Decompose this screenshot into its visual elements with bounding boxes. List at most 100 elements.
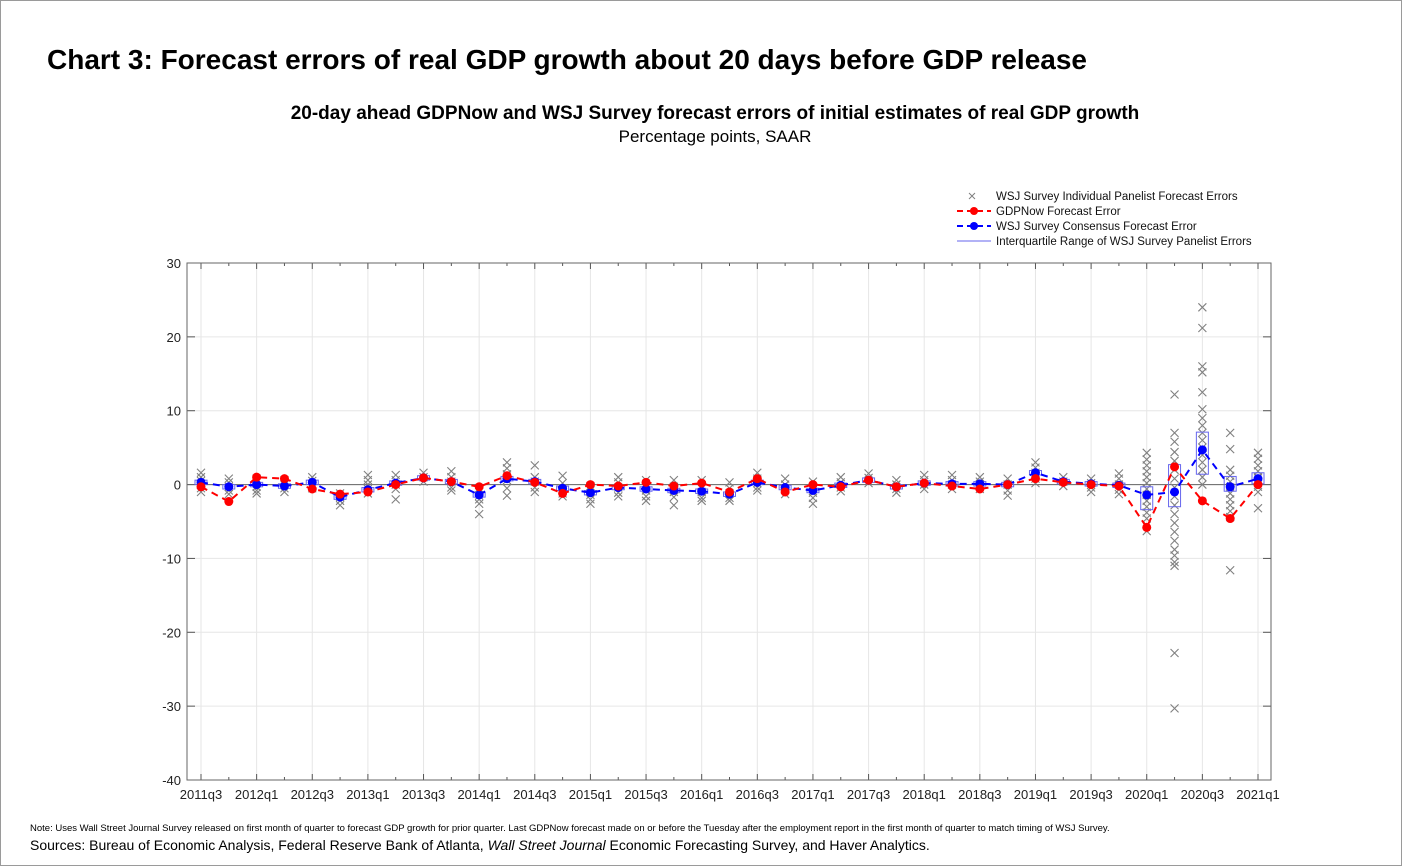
series-point xyxy=(613,481,623,491)
panelist-error-marker xyxy=(586,494,595,504)
series-point xyxy=(1197,496,1207,506)
series-point xyxy=(641,477,651,487)
panelist-error-marker xyxy=(669,492,679,502)
x-tick-label: 2011q3 xyxy=(180,787,222,802)
panelist-error-marker xyxy=(641,492,651,501)
series-point xyxy=(279,481,289,491)
y-tick-label: -10 xyxy=(162,551,181,566)
series-point xyxy=(1253,480,1263,490)
panelist-error-marker xyxy=(474,499,484,509)
panelist-error-marker xyxy=(1170,390,1179,399)
panelist-error-marker xyxy=(446,486,456,495)
x-tick-label: 2014q1 xyxy=(457,787,500,802)
series-point xyxy=(335,489,345,499)
panelist-error-marker xyxy=(530,460,540,470)
panelist-error-marker xyxy=(1197,367,1207,377)
series-point xyxy=(363,487,373,497)
series-point xyxy=(891,482,901,492)
panelist-error-marker xyxy=(1003,491,1013,501)
plot-area xyxy=(186,262,1272,781)
x-tick-label: 2019q1 xyxy=(1014,787,1057,802)
legend-label: GDPNow Forecast Error xyxy=(996,206,1121,218)
series-point xyxy=(808,480,818,490)
chart-subtitle: Percentage points, SAAR xyxy=(618,127,812,146)
series-point xyxy=(474,482,484,492)
panelist-error-marker xyxy=(1170,518,1179,528)
series-point xyxy=(1170,487,1180,497)
series-point xyxy=(585,480,595,490)
iqr-box xyxy=(1140,486,1154,511)
panelist-error-marker xyxy=(558,471,567,481)
series-point xyxy=(474,490,484,500)
x-tick-label: 2020q1 xyxy=(1125,787,1168,802)
legend-marker-panelist xyxy=(968,192,976,200)
panelist-error-marker xyxy=(363,475,373,485)
panelist-error-marker xyxy=(697,496,707,506)
panelist-error-marker xyxy=(641,496,651,506)
panelist-error-marker xyxy=(613,492,623,501)
x-tick-label: 2016q3 xyxy=(736,787,779,802)
panelist-error-marker xyxy=(196,468,206,478)
panelist-error-marker xyxy=(1253,487,1263,497)
series-point xyxy=(919,478,929,488)
page-title: Chart 3: Forecast errors of real GDP gro… xyxy=(47,44,1087,75)
y-tick-label: 20 xyxy=(167,330,181,345)
panelist-error-marker xyxy=(725,496,734,506)
panelist-error-marker xyxy=(1170,447,1179,457)
x-tick-label: 2013q1 xyxy=(346,787,389,802)
panelist-error-marker xyxy=(1197,428,1207,438)
series-point xyxy=(252,472,262,482)
panelist-error-marker xyxy=(252,489,262,498)
x-tick-label: 2015q3 xyxy=(624,787,667,802)
series-point xyxy=(279,474,289,484)
panelist-error-marker xyxy=(1197,435,1207,445)
x-tick-label: 2013q3 xyxy=(402,787,445,802)
series-point xyxy=(1058,477,1068,487)
legend-label: WSJ Survey Consensus Forecast Error xyxy=(996,221,1197,233)
panelist-error-marker xyxy=(224,489,234,499)
series-point xyxy=(780,487,790,497)
series-point xyxy=(1225,482,1235,492)
series-point xyxy=(975,484,985,494)
panelist-error-marker xyxy=(1197,323,1207,333)
panelist-error-marker xyxy=(1170,527,1179,537)
panelist-error-marker xyxy=(1253,503,1263,513)
series-point xyxy=(697,478,707,488)
panelist-error-marker xyxy=(502,491,512,501)
panelist-error-marker xyxy=(586,499,595,509)
panelist-error-marker xyxy=(1170,500,1179,510)
panelist-error-marker xyxy=(1197,465,1207,475)
chart-title: 20-day ahead GDPNow and WSJ Survey forec… xyxy=(290,103,1140,124)
series-point xyxy=(391,480,401,490)
series-point xyxy=(196,482,206,492)
series-point xyxy=(725,487,734,497)
sources-italic: Wall Street Journal xyxy=(487,837,606,853)
series-point xyxy=(502,471,512,481)
panelist-error-marker xyxy=(1225,565,1235,575)
panelist-error-marker xyxy=(1142,448,1152,458)
y-tick-label: -20 xyxy=(162,625,181,640)
panelist-error-marker xyxy=(335,500,345,510)
series-point xyxy=(864,475,874,485)
y-tick-label: 0 xyxy=(174,478,181,493)
series-point xyxy=(697,486,707,496)
series-point xyxy=(1225,514,1235,524)
panelist-error-marker xyxy=(1170,648,1179,658)
series-point xyxy=(558,488,568,498)
y-tick-label: -40 xyxy=(162,773,181,788)
x-tick-label: 2017q3 xyxy=(847,787,890,802)
panelist-error-marker xyxy=(669,500,679,510)
panelist-error-marker xyxy=(1225,444,1235,454)
panelist-error-marker xyxy=(752,486,762,495)
series-point xyxy=(419,473,429,483)
panelist-error-marker xyxy=(474,509,484,519)
panelist-error-marker xyxy=(1197,480,1207,489)
panelist-error-marker xyxy=(1197,458,1207,467)
panelist-error-marker xyxy=(1253,454,1263,464)
series-point xyxy=(669,481,679,491)
panelist-error-marker xyxy=(1170,437,1179,447)
x-tick-label: 2014q3 xyxy=(513,787,556,802)
panelist-error-marker xyxy=(1197,387,1207,397)
panelist-error-marker xyxy=(1170,557,1179,567)
